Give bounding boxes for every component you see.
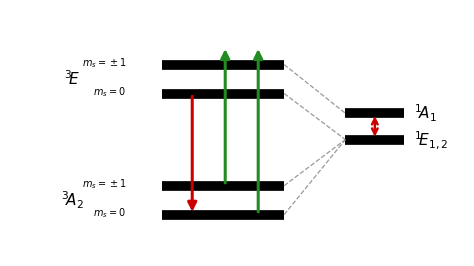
Text: $m_s = \pm 1$: $m_s = \pm 1$ xyxy=(82,56,126,70)
Text: $^1\!A_1$: $^1\!A_1$ xyxy=(414,103,437,124)
Text: $m_s = 0$: $m_s = 0$ xyxy=(93,85,126,99)
Text: $^1\!E_{1,2}$: $^1\!E_{1,2}$ xyxy=(414,128,448,151)
Text: $^3\!E$: $^3\!E$ xyxy=(64,70,80,88)
Text: $m_s = 0$: $m_s = 0$ xyxy=(93,206,126,220)
Text: $^3\!A_2$: $^3\!A_2$ xyxy=(61,189,83,211)
Text: $m_s = \pm 1$: $m_s = \pm 1$ xyxy=(82,177,126,191)
